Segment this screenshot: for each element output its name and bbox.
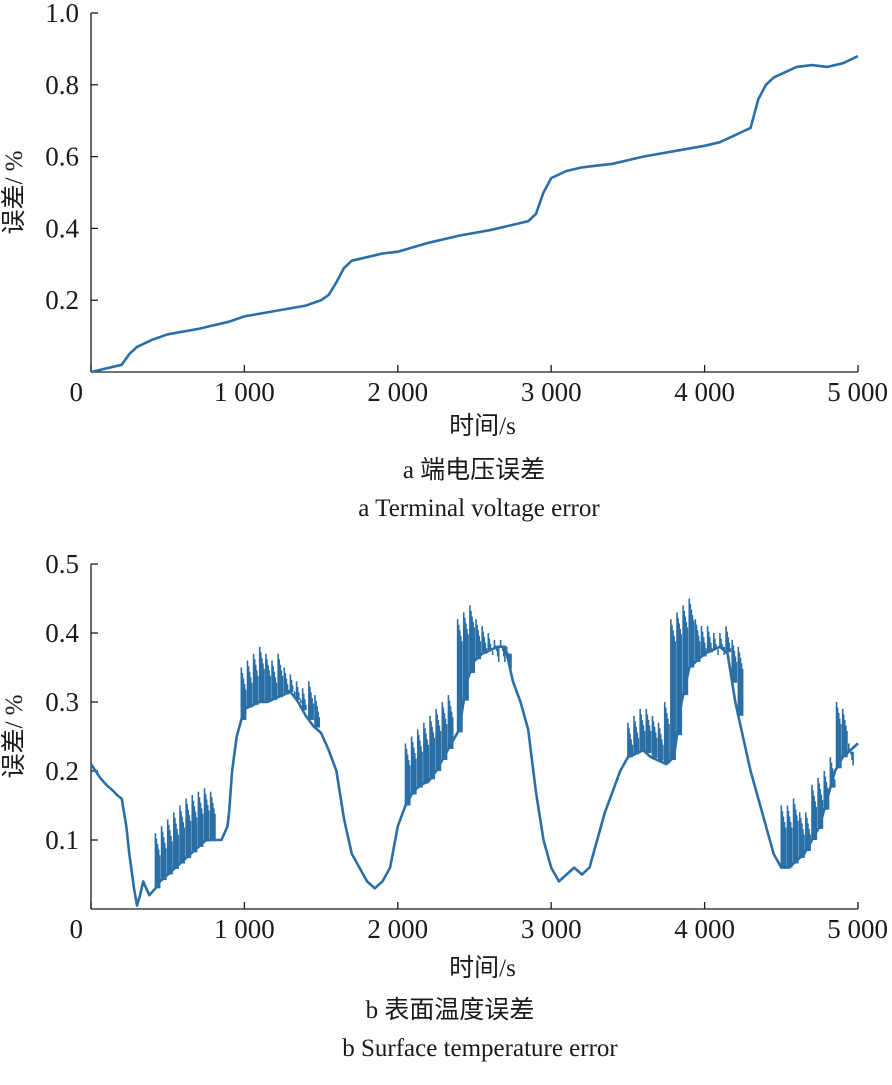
y-tick-label: 0.6	[45, 142, 79, 172]
y-axis-label: 误差/ %	[0, 150, 28, 234]
x-tick-label: 3 000	[521, 914, 582, 944]
y-tick-label: 0.4	[45, 618, 79, 648]
y-tick-label: 0.8	[45, 70, 79, 100]
x-tick-label: 4 000	[674, 914, 735, 944]
caption-b-zh: b 表面温度误差	[366, 996, 535, 1024]
x-tick-label: 0	[70, 377, 84, 407]
caption-b-en: b Surface temperature error	[342, 1035, 618, 1062]
x-tick-label: 5 000	[827, 914, 888, 944]
caption-a-en: a Terminal voltage error	[358, 495, 600, 522]
x-tick-label: 2 000	[367, 377, 428, 407]
x-tick-label: 3 000	[521, 377, 582, 407]
y-tick-label: 0.3	[45, 687, 79, 717]
series-line	[90, 54, 859, 374]
chart-panel-b: 0 1 000 2 000 3 000 4 000 5 000 0.1 0.2 0.3 0.4 0.…	[0, 549, 888, 982]
y-tick-label: 0.4	[45, 213, 79, 243]
x-axis-label: 时间/s	[449, 412, 516, 440]
x-tick-label: 4 000	[674, 377, 735, 407]
x-tick-label: 5 000	[827, 377, 888, 407]
x-axis-label: 时间/s	[449, 954, 516, 982]
y-tick-label: 0.2	[45, 285, 79, 315]
x-tick-label: 1 000	[214, 377, 275, 407]
x-tick-label: 1 000	[214, 914, 275, 944]
y-tick-label: 0.1	[45, 825, 79, 855]
caption-a-zh: a 端电压误差	[403, 456, 545, 484]
y-axis-label: 误差/ %	[0, 694, 28, 778]
chart-panel-a: 0 1 000 2 000 3 000 4 000 5 000 0.2 0.4 0.6 0.8 1.…	[0, 0, 888, 440]
y-tick-label: 0.5	[45, 549, 79, 579]
y-tick-label: 1.0	[45, 0, 79, 28]
x-tick-label: 2 000	[367, 914, 428, 944]
y-tick-label: 0.2	[45, 756, 79, 786]
x-tick-label: 0	[70, 914, 84, 944]
